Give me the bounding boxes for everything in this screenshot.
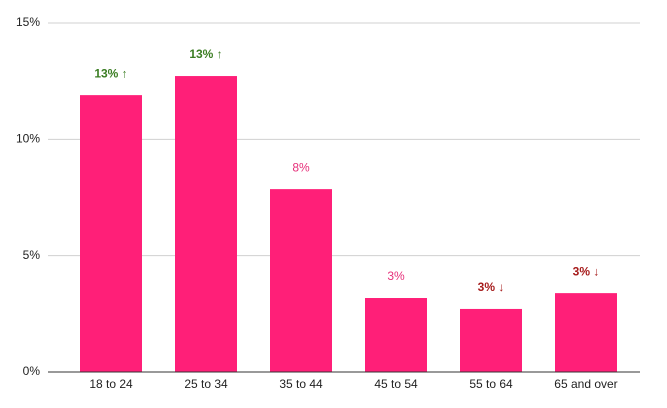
y-tick-label: 10% xyxy=(16,132,40,146)
y-tick-label: 15% xyxy=(16,15,40,29)
x-tick-label: 45 to 54 xyxy=(374,377,418,391)
bar-annotation: 3% ↓ xyxy=(478,280,505,294)
bar-annotation: 3% xyxy=(387,269,405,283)
bar xyxy=(365,298,427,372)
bar xyxy=(80,95,142,373)
bar xyxy=(270,189,332,372)
bar xyxy=(555,293,617,372)
x-tick-label: 55 to 64 xyxy=(469,377,513,391)
bar-annotation: 8% xyxy=(292,160,310,174)
y-tick-label: 0% xyxy=(23,364,41,378)
bar-annotation: 3% ↓ xyxy=(573,264,600,278)
y-tick-label: 5% xyxy=(23,248,41,262)
x-tick-label: 35 to 44 xyxy=(279,377,323,391)
x-tick-label: 65 and over xyxy=(554,377,617,391)
x-tick-label: 18 to 24 xyxy=(89,377,133,391)
bar xyxy=(175,76,237,372)
bar-annotation: 13% ↑ xyxy=(94,66,127,80)
x-tick-label: 25 to 34 xyxy=(184,377,228,391)
bar-annotation: 13% ↑ xyxy=(189,47,222,61)
bar xyxy=(460,308,522,372)
